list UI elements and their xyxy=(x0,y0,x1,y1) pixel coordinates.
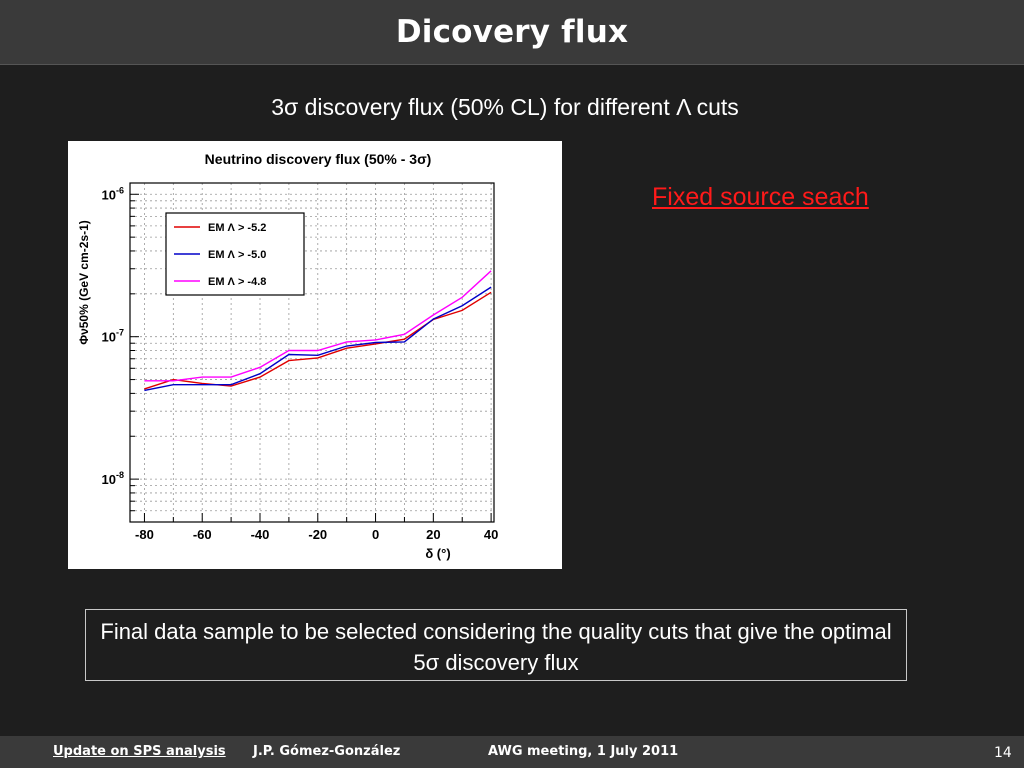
footer-presentation-title[interactable]: Update on SPS analysis xyxy=(53,744,226,759)
page-number: 14 xyxy=(994,745,1012,761)
footer: Update on SPS analysis J.P. Gómez-Gonzál… xyxy=(0,736,1024,768)
legend-label-2: EM Λ > -5.0 xyxy=(208,249,266,261)
x-tick-label: 20 xyxy=(426,527,440,542)
footer-author: J.P. Gómez-González xyxy=(253,744,401,759)
title-bar: Dicovery flux xyxy=(0,0,1024,65)
conclusion-note: Final data sample to be selected conside… xyxy=(85,609,907,681)
series-line-3 xyxy=(144,270,492,382)
x-tick-label: -60 xyxy=(193,527,212,542)
slide-title: Dicovery flux xyxy=(395,14,629,50)
legend-label-3: EM Λ > -4.8 xyxy=(208,276,266,288)
x-tick-label: -20 xyxy=(308,527,327,542)
y-tick-label: 10-8 xyxy=(102,470,124,487)
chart-title: Neutrino discovery flux (50% - 3σ) xyxy=(205,151,432,167)
footer-meeting: AWG meeting, 1 July 2011 xyxy=(488,744,679,759)
x-tick-label: 40 xyxy=(484,527,498,542)
y-tick-label: 10-7 xyxy=(102,328,124,345)
y-tick-label: 10-6 xyxy=(102,185,124,202)
x-tick-label: -40 xyxy=(251,527,270,542)
discovery-flux-chart: -80 -60 -40 -20 0 20 40 10-6 10-7 10-8 Neutrino di… xyxy=(68,141,562,569)
plot-frame xyxy=(129,182,495,523)
x-axis-label: δ (°) xyxy=(425,546,450,561)
fixed-source-link[interactable]: Fixed source seach xyxy=(652,183,869,211)
x-tick-label: -80 xyxy=(135,527,154,542)
series-line-2 xyxy=(144,286,492,392)
legend-label-1: EM Λ > -5.2 xyxy=(208,222,266,234)
y-axis-label: Φν50% (GeV cm-2s-1) xyxy=(77,220,91,345)
chart-svg: -80 -60 -40 -20 0 20 40 10-6 10-7 10-8 Neutrino di… xyxy=(77,151,498,561)
slide-subtitle: 3σ discovery flux (50% CL) for different… xyxy=(271,94,739,120)
x-tick-label: 0 xyxy=(372,527,379,542)
